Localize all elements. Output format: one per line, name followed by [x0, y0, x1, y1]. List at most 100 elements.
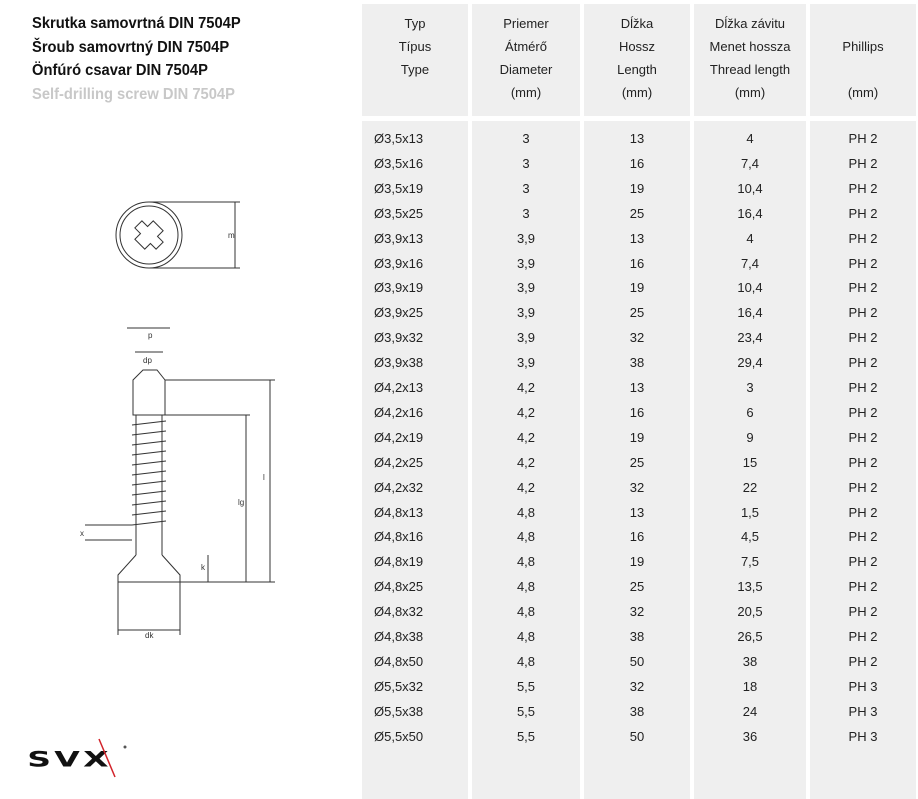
cell-length: 16: [629, 255, 645, 271]
svg-text:SVX: SVX: [27, 747, 112, 772]
cell-diameter: 5,5: [516, 678, 536, 694]
cell-length: 25: [629, 205, 645, 221]
cell-phillips: PH 2: [848, 205, 878, 221]
cell-type: Ø3,9x38: [374, 355, 424, 371]
cell-length: 13: [629, 131, 645, 146]
cell-type: Ø5,5x38: [374, 703, 424, 719]
cell-length: 38: [629, 629, 645, 644]
cell-phillips: PH 2: [848, 554, 878, 570]
cell-thread-length: 3: [746, 380, 754, 395]
cell-type: Ø4,2x16: [374, 404, 424, 420]
cell-thread-length: 13,5: [737, 579, 763, 595]
cell-thread-length: 29,4: [737, 355, 763, 371]
column-body: 3 3 3 3 3,9 3,9 3,9 3,9 3,9 3,9 4,2 4,2 4,2 4,2 4,2 4,8…: [472, 121, 580, 799]
cell-phillips: PH 2: [848, 479, 878, 495]
header-line: Dĺžka závitu: [714, 16, 786, 31]
title-sk: Skrutka samovrtná DIN 7504P: [32, 15, 241, 32]
cell-diameter: 3,9: [516, 355, 536, 371]
cell-thread-length: 38: [742, 653, 758, 669]
cell-thread-length: 24: [742, 703, 758, 719]
title-cz: Šroub samovrtný DIN 7504P: [32, 38, 230, 56]
cell-phillips: PH 2: [848, 380, 878, 395]
header-line: Phillips: [842, 39, 884, 54]
label-dk: dk: [145, 631, 154, 640]
cell-phillips: PH 2: [848, 180, 878, 196]
cell-thread-length: 4: [746, 131, 754, 146]
cell-diameter: 3,9: [516, 255, 536, 271]
cell-phillips: PH 2: [848, 355, 878, 371]
cell-phillips: PH 2: [848, 529, 878, 545]
cell-diameter: 5,5: [516, 703, 536, 719]
column-body: Ø3,5x13 Ø3,5x16 Ø3,5x19 Ø3,5x25 Ø3,9x13 Ø3,9x…: [362, 121, 468, 799]
cell-type: Ø4,2x32: [374, 479, 424, 495]
cell-thread-length: 4,5: [740, 529, 760, 545]
screw-technical-drawing: m p dp dk l lg k x: [80, 201, 275, 640]
screw-side-view: p dp dk l lg k x: [80, 327, 275, 640]
cell-type: Ø3,5x19: [374, 180, 424, 196]
cell-thread-length: 23,4: [737, 330, 763, 346]
cell-thread-length: 6: [746, 404, 754, 420]
header-line: Diameter: [499, 62, 553, 77]
cell-type: Ø3,9x19: [374, 280, 424, 296]
cell-thread-length: 36: [742, 728, 758, 744]
cell-length: 38: [629, 355, 645, 371]
cell-type: Ø3,5x13: [374, 131, 424, 146]
cell-diameter: 4,8: [516, 653, 536, 669]
cell-phillips: PH 2: [848, 579, 878, 595]
cell-length: 25: [629, 454, 645, 470]
column-phillips: Phillips (mm) PH 2 PH 2 PH 2 PH 2 PH 2 PH 2 PH 2…: [810, 4, 916, 799]
cell-diameter: 3: [522, 131, 530, 146]
column-header-type: Typ Típus Type: [362, 4, 468, 116]
cell-length: 16: [629, 529, 645, 545]
cell-diameter: 4,2: [516, 454, 536, 470]
header-line: (mm): [847, 85, 879, 100]
cell-diameter: 4,2: [516, 429, 536, 445]
cell-length: 32: [629, 330, 645, 346]
cell-phillips: PH 2: [848, 131, 878, 146]
cell-thread-length: 16,4: [737, 205, 763, 221]
column-body: 13 16 19 25 13 16 19 25 32 38 13 16 19 25 32 13 16 19 25 32…: [584, 121, 690, 799]
title-en: Self-drilling screw DIN 7504P: [32, 85, 235, 103]
cell-type: Ø4,8x19: [374, 554, 424, 570]
cell-thread-length: 7,5: [740, 554, 760, 570]
cell-thread-length: 16,4: [737, 305, 763, 321]
cell-thread-length: 18: [742, 678, 758, 694]
column-header-length: Dĺžka Hossz Length (mm): [584, 4, 690, 116]
cell-phillips: PH 3: [848, 678, 878, 694]
cell-length: 13: [629, 230, 645, 246]
cell-diameter: 4,2: [516, 404, 536, 420]
header-line: Átmérő: [505, 39, 547, 54]
cell-diameter: 4,8: [516, 579, 536, 595]
cell-diameter: 3: [522, 155, 530, 171]
cell-thread-length: 20,5: [737, 604, 763, 620]
cell-type: Ø4,2x13: [374, 380, 424, 395]
cell-phillips: PH 2: [848, 305, 878, 321]
cell-thread-length: 10,4: [737, 280, 763, 296]
cell-length: 25: [629, 305, 645, 321]
column-diameter: Priemer Átmérő Diameter (mm) 3 3 3 3 3,9 3,9 3,9 3,…: [472, 4, 580, 799]
cell-type: Ø3,9x16: [374, 255, 424, 271]
header-line: Type: [400, 62, 430, 77]
column-header-phillips: Phillips (mm): [810, 4, 916, 116]
cell-length: 16: [629, 404, 645, 420]
cell-phillips: PH 2: [848, 604, 878, 620]
header-line: Menet hossza: [709, 39, 791, 54]
cell-length: 19: [629, 180, 645, 196]
cell-diameter: 3,9: [516, 230, 536, 246]
cell-diameter: 3,9: [516, 330, 536, 346]
cell-type: Ø4,8x32: [374, 604, 424, 620]
cell-length: 50: [629, 728, 645, 744]
cell-type: Ø4,8x50: [374, 653, 424, 669]
header-line: (mm): [510, 85, 542, 100]
titles: Skrutka samovrtná DIN 7504P Šroub samovr…: [32, 12, 259, 106]
cell-thread-length: 9: [746, 429, 754, 445]
cell-type: Ø5,5x32: [374, 678, 424, 694]
header-line: Length: [617, 62, 657, 77]
cell-type: Ø4,8x16: [374, 529, 424, 545]
cell-length: 50: [629, 653, 645, 669]
cell-diameter: 4,2: [516, 380, 536, 395]
cell-type: Ø4,2x25: [374, 454, 424, 470]
cell-thread-length: 15: [742, 454, 758, 470]
cell-length: 19: [629, 280, 645, 296]
cell-length: 16: [629, 155, 645, 171]
